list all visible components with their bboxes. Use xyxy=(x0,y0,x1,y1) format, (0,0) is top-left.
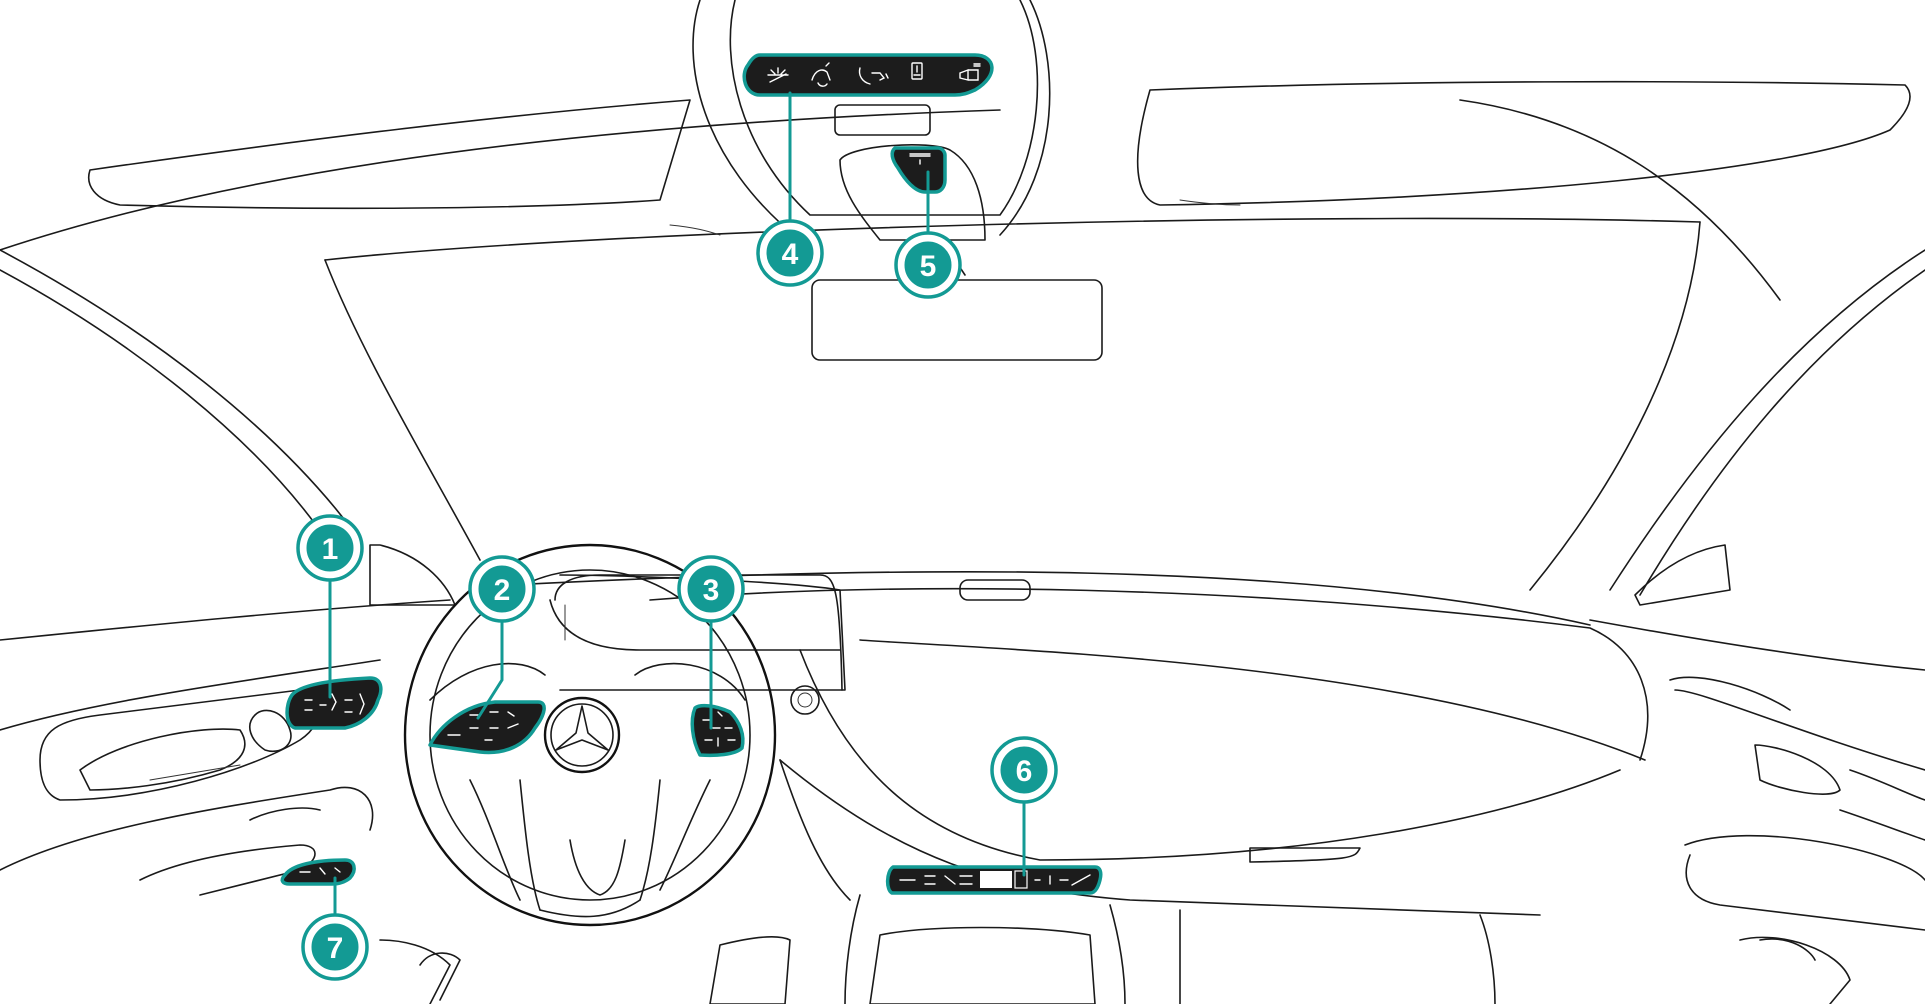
light-switch-panel-shape[interactable] xyxy=(280,858,356,886)
leader-lines xyxy=(328,91,1026,937)
center-console-control-bar[interactable] xyxy=(885,865,1103,895)
phone-call-icon[interactable] xyxy=(858,67,889,85)
callout-number-3: 3 xyxy=(703,574,720,607)
door-seat-controls-shape[interactable] xyxy=(285,676,383,730)
overhead-console xyxy=(692,0,1051,241)
door-seat-controls[interactable] xyxy=(285,676,383,730)
overhead-control-panel[interactable] xyxy=(742,53,994,97)
callout-marker-5: 5 xyxy=(894,231,962,299)
instrument-cluster xyxy=(554,574,843,691)
light-switch-panel[interactable] xyxy=(280,858,356,886)
callout-marker-4: 4 xyxy=(756,219,824,287)
left-door xyxy=(0,599,461,1004)
callout-marker-1: 1 xyxy=(296,514,364,582)
right-steering-wheel-buttons[interactable] xyxy=(690,703,745,758)
overhead-sos-button[interactable] xyxy=(890,146,947,194)
callout-number-5: 5 xyxy=(920,250,937,283)
right-door xyxy=(1589,619,1925,1004)
battery-icon[interactable] xyxy=(911,62,923,80)
emblem-icon xyxy=(543,696,621,774)
callout-marker-2: 2 xyxy=(468,555,536,623)
callout-marker-7: 7 xyxy=(301,913,369,981)
interior-light-icon[interactable] xyxy=(767,67,789,83)
callout-marker-6: 6 xyxy=(990,736,1058,804)
dashboard xyxy=(509,570,1649,916)
callout-number-4: 4 xyxy=(782,238,799,271)
leader-line-2 xyxy=(476,611,504,720)
left-steering-wheel-buttons-shape[interactable] xyxy=(428,700,546,755)
callout-marker-3: 3 xyxy=(677,555,745,623)
center-console xyxy=(709,894,1496,1004)
callout-number-2: 2 xyxy=(494,574,511,607)
callout-number-1: 1 xyxy=(322,533,339,566)
camera-icon[interactable] xyxy=(959,63,981,81)
callout-number-6: 6 xyxy=(1016,755,1033,788)
right-steering-wheel-buttons-shape[interactable] xyxy=(690,703,745,758)
steering-wheel xyxy=(403,543,777,927)
a-pillars xyxy=(0,249,1925,606)
roof-outline xyxy=(0,80,1911,591)
callout-markers: 1 2 3 4 5 6 7 xyxy=(296,219,1058,981)
overhead-control-panel-shape[interactable] xyxy=(742,53,994,97)
overhead-sos-button-shape[interactable] xyxy=(890,146,947,194)
reading-light-icon[interactable] xyxy=(811,62,831,87)
left-steering-wheel-buttons[interactable] xyxy=(428,700,546,755)
callout-number-7: 7 xyxy=(327,932,344,965)
